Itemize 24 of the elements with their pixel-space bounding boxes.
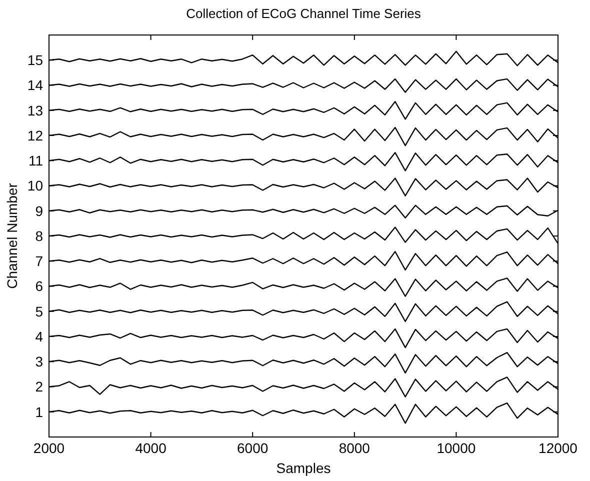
y-tick-label: 11 bbox=[28, 152, 44, 169]
y-tick-label: 3 bbox=[35, 354, 44, 370]
x-axis-title: Samples bbox=[276, 460, 331, 476]
y-tick-label: 4 bbox=[35, 328, 44, 344]
y-tick-label: 12 bbox=[27, 127, 44, 144]
x-tick-label: 10000 bbox=[436, 440, 476, 456]
y-tick-label: 5 bbox=[35, 303, 44, 320]
y-tick-label: 2 bbox=[35, 378, 44, 395]
y-tick-label: 14 bbox=[27, 77, 44, 94]
y-tick-label: 7 bbox=[35, 253, 44, 270]
x-tick-label: 6000 bbox=[237, 440, 268, 456]
y-tick-label: 9 bbox=[35, 202, 44, 219]
y-tick-label: 8 bbox=[35, 228, 44, 244]
y-axis-title: Channel Number bbox=[4, 182, 20, 289]
chart-title: Collection of ECoG Channel Time Series bbox=[186, 6, 422, 21]
x-tick-label: 2000 bbox=[33, 440, 65, 456]
y-tick-label: 1 bbox=[35, 404, 44, 420]
x-tick-label: 4000 bbox=[135, 440, 167, 456]
y-tick-label: 10 bbox=[27, 178, 44, 194]
y-tick-label: 15 bbox=[27, 52, 44, 68]
y-tick-label: 13 bbox=[27, 102, 44, 118]
x-tick-label: 12000 bbox=[538, 440, 578, 456]
y-tick-label: 6 bbox=[35, 278, 44, 294]
x-tick-label: 8000 bbox=[338, 440, 370, 456]
